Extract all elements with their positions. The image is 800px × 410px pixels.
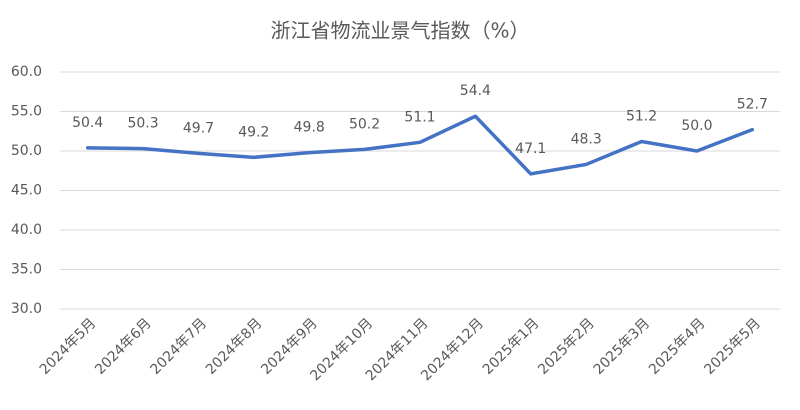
chart-title: 浙江省物流业景气指数（%） <box>270 19 529 43</box>
data-label: 51.1 <box>404 109 435 125</box>
line <box>85 114 755 176</box>
data-label: 50.3 <box>127 116 158 132</box>
data-label: 49.7 <box>183 120 214 136</box>
y-tick-label: 30.0 <box>11 301 42 317</box>
data-label: 47.1 <box>515 141 546 157</box>
y-tick-label: 55.0 <box>11 104 42 120</box>
x-tick-label: 2024年8月 <box>203 315 266 378</box>
data-label: 52.7 <box>737 97 768 113</box>
x-tick-label: 2025年1月 <box>480 315 543 378</box>
data-label: 48.3 <box>571 131 602 147</box>
x-tick-label: 2025年5月 <box>701 315 764 378</box>
y-tick-label: 50.0 <box>11 143 42 159</box>
data-label: 49.8 <box>294 120 325 136</box>
data-label: 50.4 <box>72 115 103 131</box>
data-label: 54.4 <box>460 83 491 99</box>
x-tick-label: 2025年3月 <box>591 315 654 378</box>
x-tick-label: 2024年5月 <box>37 315 100 378</box>
data-label: 50.2 <box>349 116 380 132</box>
x-tick-label: 2025年2月 <box>535 315 598 378</box>
y-tick-label: 40.0 <box>11 222 42 238</box>
x-tick-label: 2025年4月 <box>646 315 709 378</box>
data-label: 50.0 <box>681 118 712 134</box>
y-tick-label: 35.0 <box>11 262 42 278</box>
y-tick-label: 45.0 <box>11 183 42 199</box>
data-label: 51.2 <box>626 109 657 125</box>
data-label: 49.2 <box>238 124 269 140</box>
x-tick-label: 2024年7月 <box>148 315 211 378</box>
x-tick-label: 2024年6月 <box>92 315 155 378</box>
y-tick-label: 60.0 <box>11 64 42 80</box>
